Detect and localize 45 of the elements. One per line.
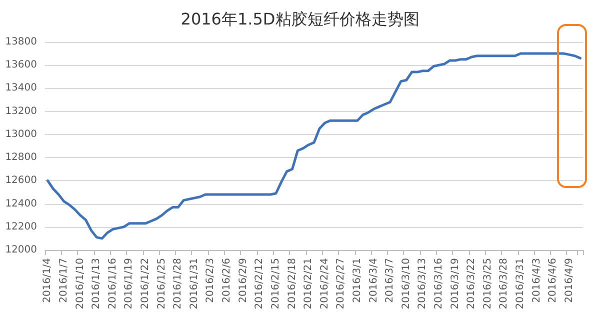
- line-series: [46, 52, 582, 240]
- x-tick-label: 2016/1/7: [58, 258, 70, 303]
- x-tick-label: 2016/3/19: [450, 258, 461, 310]
- x-tick-label: 2016/2/3: [205, 258, 216, 303]
- y-tick-label: 13800: [5, 36, 37, 48]
- x-tick-label: 2016/3/4: [368, 258, 380, 303]
- x-tick-label: 2016/3/16: [433, 258, 444, 310]
- x-tick-label: 2016/2/27: [336, 258, 347, 310]
- x-tick-label: 2016/3/25: [482, 258, 494, 310]
- x-tick-label: 2016/2/18: [286, 258, 298, 310]
- y-tick-label: 12400: [5, 198, 37, 210]
- x-tick-label: 2016/1/16: [107, 258, 118, 310]
- y-tick-label: 12800: [5, 152, 37, 164]
- x-tick-label: 2016/4/6: [548, 258, 559, 303]
- x-tick-label: 2016/2/6: [222, 258, 233, 303]
- y-tick-label: 12600: [5, 175, 37, 186]
- x-tick-label: 2016/3/7: [384, 258, 396, 303]
- x-tick-label: 2016/2/15: [270, 258, 282, 310]
- y-tick-label: 12200: [5, 221, 37, 232]
- x-tick-label: 2016/1/28: [172, 258, 184, 310]
- x-tick-label: 2016/3/31: [515, 258, 526, 310]
- x-tick-label: 2016/2/12: [254, 258, 266, 310]
- x-tick-label: 2016/3/13: [417, 258, 428, 310]
- x-tick-label: 2016/4/9: [564, 258, 575, 303]
- x-tick-label: 2016/3/1: [352, 258, 363, 303]
- x-tick-label: 2016/1/22: [140, 258, 152, 310]
- y-tick-label: 13600: [5, 60, 37, 71]
- x-tick-label: 2016/4/3: [531, 258, 542, 303]
- chart-title: 2016年1.5D粘胶短纤价格走势图: [180, 10, 420, 28]
- x-tick-label: 2016/2/21: [303, 258, 314, 310]
- x-tick-label: 2016/1/25: [156, 258, 168, 310]
- x-tick-label: 2016/1/13: [91, 258, 102, 310]
- y-tick-label: 13400: [5, 82, 37, 94]
- x-tick-label: 2016/3/10: [400, 258, 412, 310]
- x-tick-label: 2016/1/31: [188, 258, 200, 310]
- x-tick-label: 2016/1/19: [124, 258, 135, 310]
- y-tick-label: 13200: [5, 106, 37, 117]
- x-tick-label: 2016/3/28: [498, 258, 510, 310]
- x-tick-label: 2016/1/4: [42, 258, 54, 303]
- y-tick-label: 12000: [5, 244, 37, 256]
- x-tick-label: 2016/2/24: [319, 258, 330, 310]
- x-tick-label: 2016/3/22: [466, 258, 478, 310]
- x-tick-label: 2016/2/9: [238, 258, 249, 303]
- y-tick-label: 13000: [5, 128, 37, 140]
- x-tick-label: 2016/1/10: [74, 258, 86, 310]
